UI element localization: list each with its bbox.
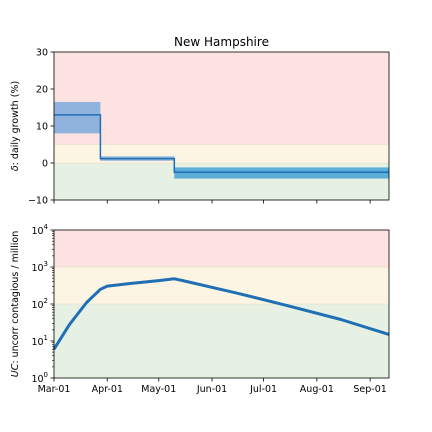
growth-y-tick-label: −10 xyxy=(28,196,48,207)
chart-title: New Hampshire xyxy=(174,35,269,49)
growth-panel: 30 20 10 0 −10 New Hampshire δ: daily growth… xyxy=(10,35,390,207)
contagious-series-line xyxy=(52,277,390,350)
growth-y-tick-label: 20 xyxy=(36,85,48,96)
contagious-y-axis-text: : uncorr contagious / million xyxy=(10,231,21,364)
contagious-x-tick-label: Jul-01 xyxy=(249,384,277,395)
contagious-y-tick-label: 103 xyxy=(31,260,48,274)
contagious-zone-1 xyxy=(54,267,389,304)
contagious-y-ticks: 104 103 102 101 100 xyxy=(31,223,54,385)
contagious-y-tick-label: 104 xyxy=(31,223,48,237)
growth-y-axis-text: : daily growth (%) xyxy=(10,81,21,166)
contagious-x-tick-label: May-01 xyxy=(141,384,176,395)
growth-series-line xyxy=(54,114,389,174)
contagious-x-tick-label: Mar-01 xyxy=(38,384,71,395)
contagious-x-tick-label: Aug-01 xyxy=(300,384,334,395)
growth-y-tick-label: 0 xyxy=(42,159,48,170)
contagious-y-axis-var: UC xyxy=(10,363,21,377)
contagious-x-tick-label: Sep-01 xyxy=(353,384,386,395)
growth-zone-0 xyxy=(54,52,389,145)
contagious-y-tick-label: 100 xyxy=(31,371,48,385)
growth-band-0 xyxy=(54,101,101,134)
growth-y-axis-label: δ: daily growth (%) xyxy=(10,81,21,171)
contagious-panel: 104 103 102 101 100 Mar-01 Apr-01 May-01 Jun-01… xyxy=(10,223,390,395)
growth-zones xyxy=(54,52,389,200)
growth-y-ticks: 30 20 10 0 −10 xyxy=(28,48,54,207)
contagious-y-tick-label: 102 xyxy=(31,297,48,311)
contagious-x-tick-label: Jun-01 xyxy=(196,384,227,395)
growth-y-tick-label: 30 xyxy=(36,48,48,59)
contagious-x-tick-label: Apr-01 xyxy=(92,384,123,395)
contagious-zone-2 xyxy=(54,304,389,378)
contagious-zones xyxy=(54,230,389,378)
contagious-x-ticks: Mar-01 Apr-01 May-01 Jun-01 Jul-01 Aug-01 Sep-… xyxy=(38,378,387,395)
growth-x-ticks xyxy=(53,200,371,204)
contagious-y-tick-label: 101 xyxy=(31,334,48,348)
contagious-y-axis-label: UC: uncorr contagious / million xyxy=(10,231,21,378)
contagious-zone-0 xyxy=(54,230,389,267)
growth-y-axis-var: δ xyxy=(10,165,21,171)
growth-y-tick-label: 10 xyxy=(36,122,48,133)
